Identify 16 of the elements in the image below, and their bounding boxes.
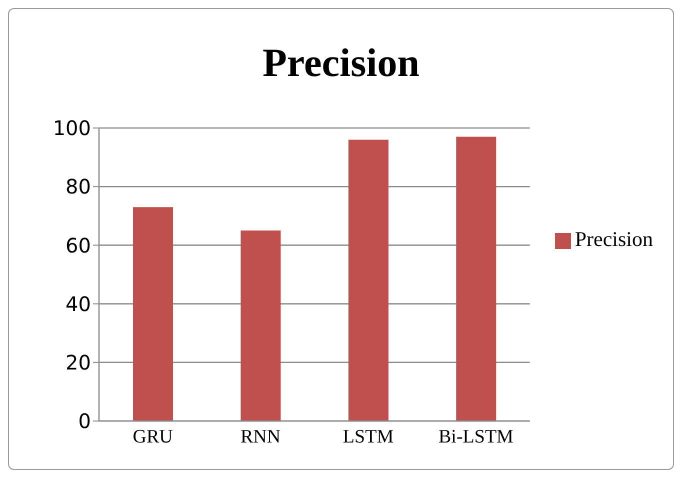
bar	[133, 207, 173, 421]
bar	[348, 140, 388, 421]
bar	[456, 136, 496, 421]
y-tick-label: 20	[66, 350, 91, 374]
x-tick-label: Bi-LSTM	[438, 426, 514, 448]
y-tick-label: 80	[66, 174, 91, 199]
chart-title: Precision	[261, 39, 420, 86]
y-tick-label: 100	[52, 116, 91, 140]
x-tick-label: LSTM	[342, 426, 394, 448]
y-tick-label: 0	[78, 409, 91, 434]
bar	[240, 230, 281, 421]
y-tick-label: 40	[66, 292, 91, 316]
x-tick-label: GRU	[132, 426, 174, 448]
y-tick-label: 60	[66, 233, 91, 258]
legend-label: Precision	[574, 226, 653, 250]
x-tick-label: RNN	[240, 426, 281, 448]
